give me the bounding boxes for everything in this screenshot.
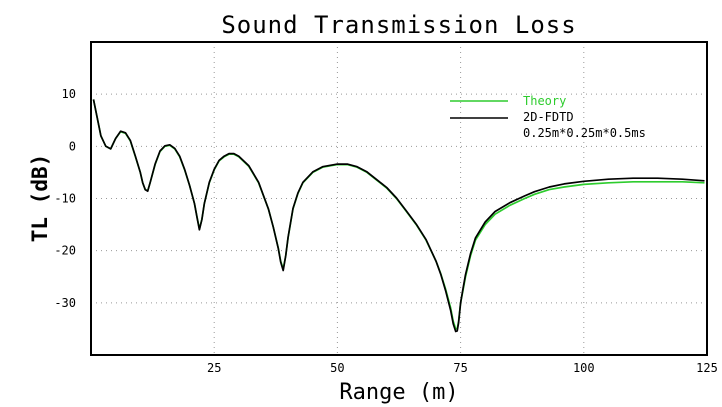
legend-label-fdtd: 2D-FDTD xyxy=(523,110,574,124)
grid-layer xyxy=(91,42,707,355)
y-tick-label: 0 xyxy=(69,139,76,153)
series-layer xyxy=(92,99,705,333)
x-tick-label: 75 xyxy=(453,361,467,375)
x-tick-label: 125 xyxy=(696,361,718,375)
x-tick-labels: 25 50 75 100 125 xyxy=(207,361,718,375)
x-tick-label: 100 xyxy=(573,361,595,375)
legend-annotation: 0.25m*0.25m*0.5ms xyxy=(523,126,646,140)
plot-frame xyxy=(90,41,708,356)
x-tick-label: 50 xyxy=(330,361,344,375)
chart-title: Sound Transmission Loss xyxy=(221,11,576,39)
y-tick-labels: 10 0 -10 -20 -30 xyxy=(54,87,76,310)
y-tick-label: -20 xyxy=(54,244,76,258)
y-axis-label: TL (dB) xyxy=(28,154,52,243)
series-line-fdtd xyxy=(92,99,705,333)
x-axis-label: Range (m) xyxy=(339,380,458,405)
legend-label-theory: Theory xyxy=(523,94,566,108)
y-tick-label: -10 xyxy=(54,192,76,206)
legend: Theory 2D-FDTD 0.25m*0.25m*0.5ms xyxy=(450,94,646,140)
y-tick-label: 10 xyxy=(62,87,76,101)
y-tick-label: -30 xyxy=(54,296,76,310)
x-tick-label: 25 xyxy=(207,361,221,375)
